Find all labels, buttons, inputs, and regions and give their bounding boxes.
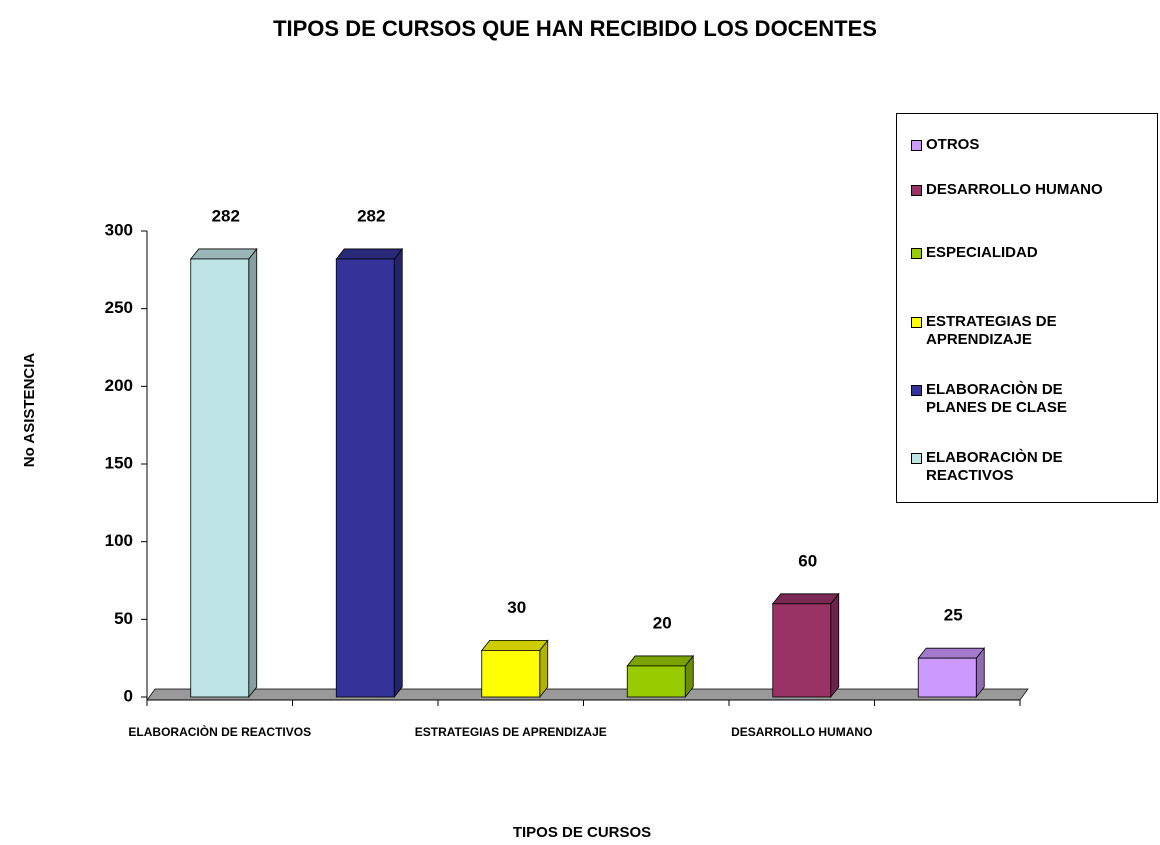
bar bbox=[335, 247, 404, 699]
bar-front bbox=[190, 258, 250, 698]
legend-label: ELABORACIÒN DE REACTIVOS bbox=[926, 449, 1063, 484]
chart-title: TIPOS DE CURSOS QUE HAN RECIBIDO LOS DOC… bbox=[273, 16, 877, 41]
bar-side bbox=[393, 247, 403, 699]
legend-swatch bbox=[911, 185, 922, 196]
bar-top bbox=[917, 647, 986, 659]
bar bbox=[189, 247, 258, 699]
x-tick-label: DESARROLLO HUMANO bbox=[731, 725, 872, 739]
x-tick-label: ELABORACIÒN DE REACTIVOS bbox=[128, 724, 311, 739]
y-tick-label: 300 bbox=[105, 220, 133, 239]
x-axis-title: TIPOS DE CURSOS bbox=[513, 824, 651, 841]
legend-swatch bbox=[911, 317, 922, 328]
bar bbox=[917, 647, 986, 699]
legend-swatch bbox=[911, 453, 922, 464]
bar-side bbox=[830, 592, 840, 699]
legend-item: ELABORACIÒN DE REACTIVOS bbox=[911, 449, 1157, 485]
legend-item: ESPECIALIDAD bbox=[911, 244, 1157, 262]
bar-top bbox=[626, 655, 695, 667]
data-label: 60 bbox=[798, 551, 817, 570]
bar-top bbox=[771, 593, 840, 605]
legend-item: ESTRATEGIAS DE APRENDIZAJE bbox=[911, 313, 1157, 349]
data-label: 30 bbox=[507, 598, 526, 617]
legend-label: DESARROLLO HUMANO bbox=[926, 181, 1103, 198]
bar-front bbox=[626, 665, 686, 698]
bar bbox=[626, 654, 695, 699]
bar bbox=[771, 592, 840, 699]
legend-swatch bbox=[911, 140, 922, 151]
y-tick-label: 200 bbox=[105, 376, 133, 395]
x-tick-label: ESTRATEGIAS DE APRENDIZAJE bbox=[415, 725, 607, 739]
legend-label: ELABORACIÒN DE PLANES DE CLASE bbox=[926, 381, 1067, 416]
data-label: 282 bbox=[212, 206, 240, 225]
legend-swatch bbox=[911, 385, 922, 396]
bar-front bbox=[917, 657, 977, 698]
y-tick-label: 150 bbox=[105, 453, 133, 472]
bar bbox=[480, 639, 549, 699]
bar-front bbox=[481, 650, 541, 698]
y-tick-label: 100 bbox=[105, 531, 133, 550]
y-axis-title: No ASISTENCIA bbox=[21, 353, 38, 468]
legend: OTROS DESARROLLO HUMANO ESPECIALIDAD ESTRAT… bbox=[896, 113, 1158, 503]
y-tick-label: 250 bbox=[105, 298, 133, 317]
bar-front bbox=[335, 258, 395, 698]
bar-side bbox=[248, 247, 258, 699]
legend-swatch bbox=[911, 248, 922, 259]
bar-top bbox=[335, 248, 404, 260]
legend-label: OTROS bbox=[926, 136, 980, 153]
data-label: 25 bbox=[944, 606, 963, 625]
y-tick-label: 50 bbox=[114, 609, 133, 628]
legend-label: ESPECIALIDAD bbox=[926, 244, 1038, 261]
legend-item: ELABORACIÒN DE PLANES DE CLASE bbox=[911, 381, 1157, 417]
legend-item: OTROS bbox=[911, 136, 1157, 154]
bar-top bbox=[480, 640, 549, 651]
bar-top bbox=[189, 248, 258, 260]
bar-front bbox=[772, 603, 832, 698]
floor bbox=[146, 688, 1029, 701]
legend-item: DESARROLLO HUMANO bbox=[911, 181, 1157, 199]
y-tick-label: 0 bbox=[124, 686, 133, 705]
data-label: 282 bbox=[357, 206, 385, 225]
data-label: 20 bbox=[653, 613, 672, 632]
legend-label: ESTRATEGIAS DE APRENDIZAJE bbox=[926, 313, 1057, 348]
